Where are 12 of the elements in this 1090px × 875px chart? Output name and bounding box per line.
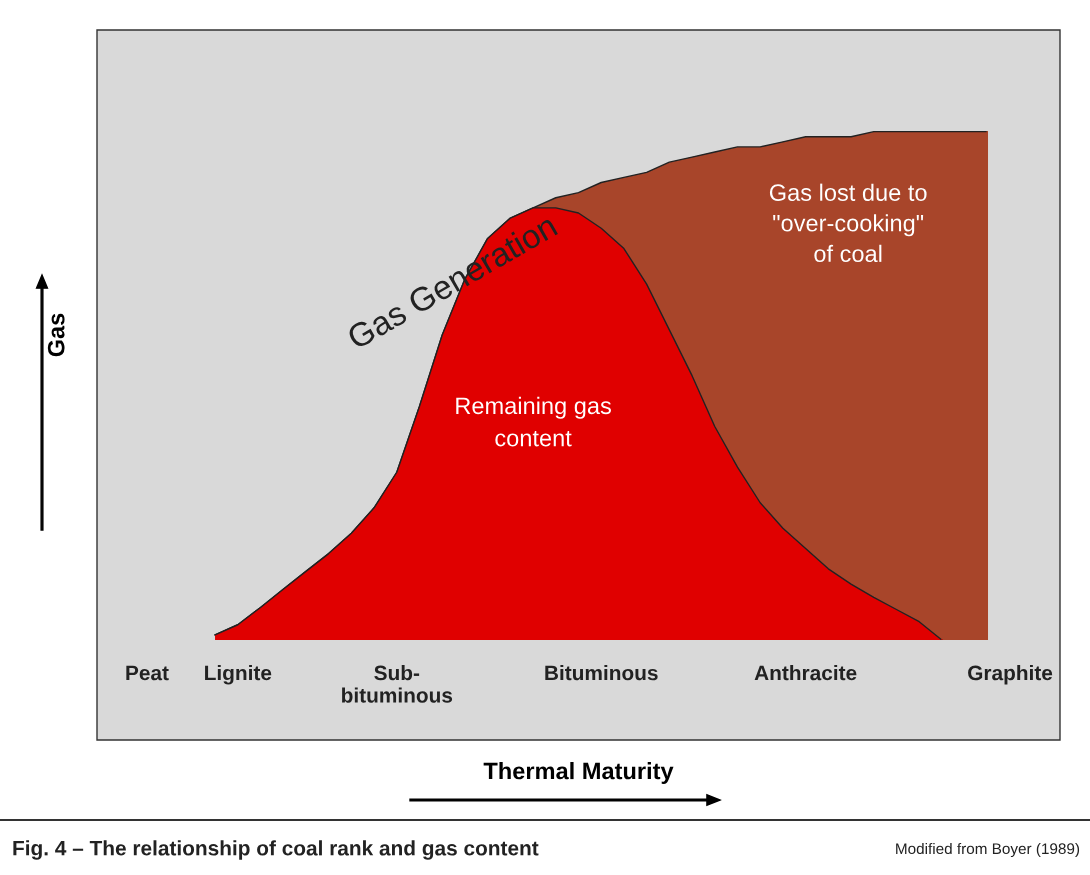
y-axis-title: Gas <box>47 313 65 357</box>
annotation: Gas lost due to "over-cooking" of coal <box>769 183 927 263</box>
x-tick-label: Anthracite <box>754 665 857 681</box>
caption: Fig. 4 – The relationship of coal rank and gas content <box>13 840 539 860</box>
x-tick-label: Lignite <box>205 665 272 685</box>
x-tick-label: Graphite <box>968 665 1053 685</box>
x-tick-label: Sub- bituminous <box>342 665 453 703</box>
x-axis-title: Thermal Maturity <box>483 762 674 785</box>
series-label: Remaining gas content <box>456 396 611 447</box>
x-tick-label: Bituminous <box>545 665 658 681</box>
text: Modified from Boyer (1989) <box>896 842 1080 858</box>
x-tick-label: Peat <box>126 665 169 681</box>
